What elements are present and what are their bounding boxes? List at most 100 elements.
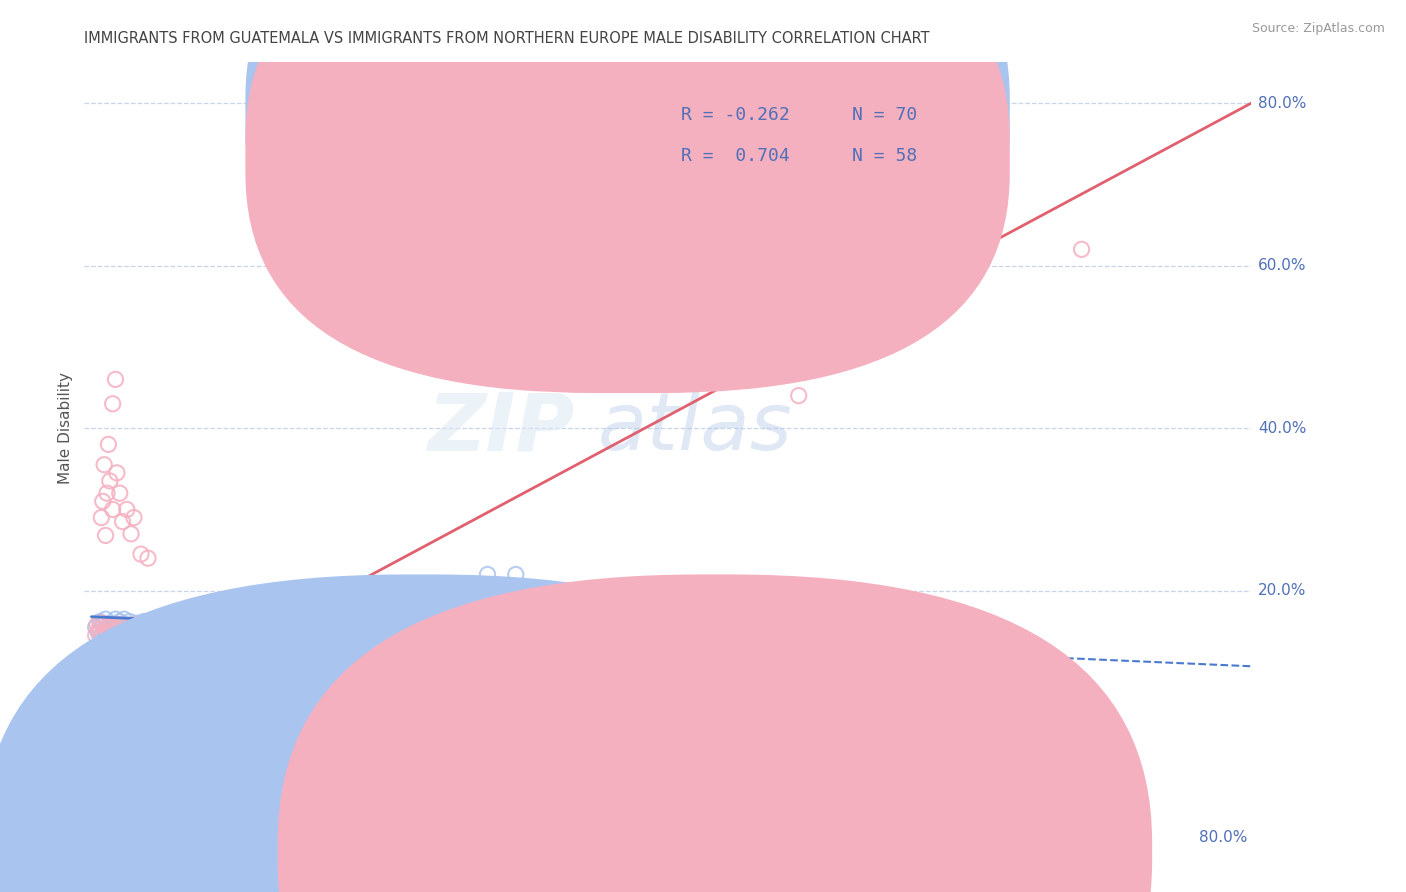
Text: atlas: atlas — [598, 389, 793, 467]
Point — [104, 620, 127, 634]
Point — [84, 620, 107, 634]
Point — [86, 617, 108, 632]
Point — [120, 526, 142, 541]
Point — [84, 628, 107, 642]
Text: 20.0%: 20.0% — [1258, 583, 1306, 599]
Point — [292, 620, 315, 634]
Point — [157, 626, 180, 640]
Point — [162, 620, 184, 634]
Point — [90, 616, 112, 631]
Point — [96, 486, 118, 500]
Point — [125, 616, 148, 631]
Point — [136, 617, 159, 632]
Point — [250, 620, 273, 634]
Point — [110, 620, 132, 634]
Point — [1070, 243, 1092, 257]
Point — [236, 626, 259, 640]
Point — [434, 626, 457, 640]
Text: 0.0%: 0.0% — [72, 830, 111, 845]
Point — [108, 615, 131, 629]
Point — [139, 626, 162, 640]
Text: 40.0%: 40.0% — [1258, 421, 1306, 435]
Point — [250, 626, 273, 640]
Point — [91, 628, 114, 642]
Point — [148, 626, 170, 640]
Point — [675, 601, 697, 615]
Point — [118, 615, 141, 629]
Text: ZIP: ZIP — [427, 389, 575, 467]
Point — [91, 494, 114, 508]
Point — [134, 628, 156, 642]
Point — [143, 623, 166, 637]
Point — [101, 502, 124, 516]
Point — [129, 620, 152, 634]
Point — [134, 626, 156, 640]
Point — [108, 486, 131, 500]
Point — [101, 634, 124, 648]
Point — [122, 617, 145, 632]
Point — [136, 551, 159, 566]
Point — [363, 623, 385, 637]
Point — [122, 628, 145, 642]
Point — [278, 620, 301, 634]
Point — [97, 437, 120, 451]
FancyBboxPatch shape — [562, 77, 960, 194]
Point — [117, 628, 139, 642]
Point — [115, 617, 138, 632]
Point — [186, 620, 208, 634]
Point — [129, 620, 152, 634]
Point — [98, 474, 121, 488]
FancyBboxPatch shape — [246, 0, 1010, 352]
Point — [111, 515, 134, 529]
Point — [335, 626, 357, 640]
Text: R =  0.704: R = 0.704 — [681, 147, 789, 165]
Point — [98, 616, 121, 631]
Text: R = -0.262: R = -0.262 — [681, 106, 789, 124]
Point — [391, 620, 413, 634]
Point — [103, 626, 125, 640]
Point — [93, 617, 115, 632]
Point — [179, 626, 201, 640]
Point — [143, 623, 166, 637]
Point — [363, 628, 385, 642]
Point — [98, 620, 121, 634]
Point — [208, 617, 231, 632]
Point — [717, 620, 740, 634]
Text: Immigrants from Guatemala: Immigrants from Guatemala — [446, 845, 664, 859]
Point — [108, 617, 131, 632]
Point — [120, 626, 142, 640]
Point — [787, 645, 810, 659]
Point — [94, 631, 117, 645]
Point — [194, 628, 217, 642]
Point — [148, 628, 170, 642]
Text: IMMIGRANTS FROM GUATEMALA VS IMMIGRANTS FROM NORTHERN EUROPE MALE DISABILITY COR: IMMIGRANTS FROM GUATEMALA VS IMMIGRANTS … — [84, 31, 929, 46]
Point — [264, 626, 287, 640]
Point — [100, 628, 122, 642]
Point — [115, 620, 138, 634]
Text: Immigrants from Northern Europe: Immigrants from Northern Europe — [741, 845, 1001, 859]
Text: N = 70: N = 70 — [852, 106, 918, 124]
Point — [505, 567, 527, 582]
Point — [89, 615, 111, 629]
Point — [157, 626, 180, 640]
Point — [122, 510, 145, 524]
Text: 80.0%: 80.0% — [1258, 95, 1306, 111]
Point — [104, 372, 127, 386]
Point — [136, 620, 159, 634]
Point — [104, 612, 127, 626]
Point — [150, 616, 173, 631]
Point — [477, 567, 499, 582]
Text: Source: ZipAtlas.com: Source: ZipAtlas.com — [1251, 22, 1385, 36]
Point — [150, 620, 173, 634]
Point — [179, 626, 201, 640]
Point — [96, 620, 118, 634]
Point — [208, 626, 231, 640]
Point — [94, 624, 117, 639]
Point — [111, 631, 134, 645]
Point — [105, 628, 128, 642]
Point — [165, 615, 187, 629]
Text: N = 58: N = 58 — [852, 147, 918, 165]
Point — [94, 612, 117, 626]
Point — [132, 615, 155, 629]
Y-axis label: Male Disability: Male Disability — [58, 372, 73, 484]
